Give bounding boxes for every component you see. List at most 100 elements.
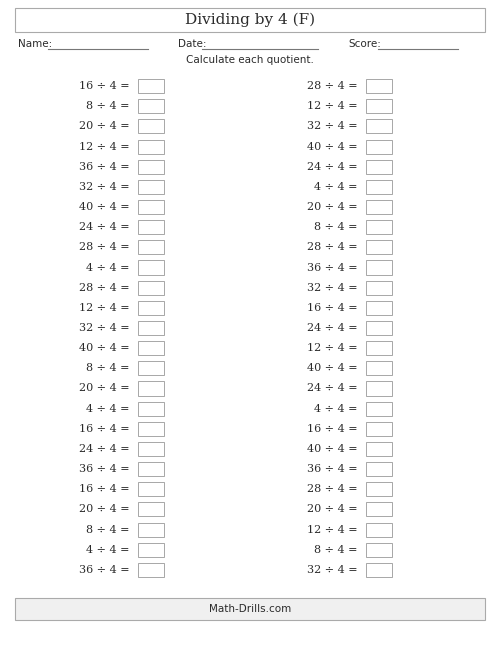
- Text: 28 ÷ 4 =: 28 ÷ 4 =: [308, 81, 358, 91]
- Text: 36 ÷ 4 =: 36 ÷ 4 =: [80, 162, 130, 171]
- Text: 32 ÷ 4 =: 32 ÷ 4 =: [308, 283, 358, 292]
- Text: 40 ÷ 4 =: 40 ÷ 4 =: [80, 202, 130, 212]
- FancyBboxPatch shape: [366, 180, 392, 194]
- Text: Score:: Score:: [348, 39, 381, 49]
- Text: 4 ÷ 4 =: 4 ÷ 4 =: [86, 263, 130, 272]
- FancyBboxPatch shape: [366, 79, 392, 93]
- Text: 8 ÷ 4 =: 8 ÷ 4 =: [314, 545, 358, 554]
- Text: 32 ÷ 4 =: 32 ÷ 4 =: [80, 323, 130, 333]
- FancyBboxPatch shape: [138, 160, 164, 174]
- Text: 36 ÷ 4 =: 36 ÷ 4 =: [308, 464, 358, 474]
- Text: 40 ÷ 4 =: 40 ÷ 4 =: [308, 364, 358, 373]
- Text: Name:: Name:: [18, 39, 52, 49]
- FancyBboxPatch shape: [366, 543, 392, 557]
- FancyBboxPatch shape: [138, 99, 164, 113]
- Text: Calculate each quotient.: Calculate each quotient.: [186, 55, 314, 65]
- Text: 4 ÷ 4 =: 4 ÷ 4 =: [314, 404, 358, 413]
- Text: 8 ÷ 4 =: 8 ÷ 4 =: [314, 222, 358, 232]
- FancyBboxPatch shape: [138, 502, 164, 516]
- Text: 8 ÷ 4 =: 8 ÷ 4 =: [86, 101, 130, 111]
- FancyBboxPatch shape: [366, 261, 392, 274]
- Text: 12 ÷ 4 =: 12 ÷ 4 =: [308, 343, 358, 353]
- Text: 8 ÷ 4 =: 8 ÷ 4 =: [86, 525, 130, 534]
- Text: 12 ÷ 4 =: 12 ÷ 4 =: [308, 525, 358, 534]
- Text: 16 ÷ 4 =: 16 ÷ 4 =: [80, 424, 130, 433]
- FancyBboxPatch shape: [15, 8, 485, 32]
- FancyBboxPatch shape: [366, 502, 392, 516]
- FancyBboxPatch shape: [138, 261, 164, 274]
- Text: 16 ÷ 4 =: 16 ÷ 4 =: [308, 424, 358, 433]
- Text: 20 ÷ 4 =: 20 ÷ 4 =: [80, 505, 130, 514]
- FancyBboxPatch shape: [366, 99, 392, 113]
- FancyBboxPatch shape: [138, 523, 164, 536]
- Text: 20 ÷ 4 =: 20 ÷ 4 =: [80, 384, 130, 393]
- Text: 36 ÷ 4 =: 36 ÷ 4 =: [308, 263, 358, 272]
- Text: 36 ÷ 4 =: 36 ÷ 4 =: [80, 464, 130, 474]
- FancyBboxPatch shape: [138, 341, 164, 355]
- FancyBboxPatch shape: [366, 361, 392, 375]
- Text: Dividing by 4 (F): Dividing by 4 (F): [185, 13, 315, 27]
- Text: Date:: Date:: [178, 39, 206, 49]
- Text: Math-Drills.com: Math-Drills.com: [209, 604, 291, 614]
- FancyBboxPatch shape: [15, 598, 485, 620]
- Text: 40 ÷ 4 =: 40 ÷ 4 =: [308, 142, 358, 151]
- Text: 32 ÷ 4 =: 32 ÷ 4 =: [308, 565, 358, 575]
- FancyBboxPatch shape: [138, 482, 164, 496]
- Text: 28 ÷ 4 =: 28 ÷ 4 =: [80, 283, 130, 292]
- Text: 28 ÷ 4 =: 28 ÷ 4 =: [308, 243, 358, 252]
- FancyBboxPatch shape: [138, 200, 164, 214]
- Text: 24 ÷ 4 =: 24 ÷ 4 =: [308, 384, 358, 393]
- FancyBboxPatch shape: [138, 140, 164, 153]
- FancyBboxPatch shape: [138, 442, 164, 456]
- FancyBboxPatch shape: [366, 119, 392, 133]
- FancyBboxPatch shape: [366, 160, 392, 174]
- Text: 24 ÷ 4 =: 24 ÷ 4 =: [80, 444, 130, 454]
- FancyBboxPatch shape: [138, 422, 164, 436]
- FancyBboxPatch shape: [366, 341, 392, 355]
- FancyBboxPatch shape: [138, 402, 164, 415]
- FancyBboxPatch shape: [366, 301, 392, 315]
- FancyBboxPatch shape: [366, 523, 392, 536]
- FancyBboxPatch shape: [138, 119, 164, 133]
- FancyBboxPatch shape: [138, 301, 164, 315]
- FancyBboxPatch shape: [138, 382, 164, 395]
- FancyBboxPatch shape: [366, 462, 392, 476]
- FancyBboxPatch shape: [138, 180, 164, 194]
- Text: 12 ÷ 4 =: 12 ÷ 4 =: [308, 101, 358, 111]
- Text: 24 ÷ 4 =: 24 ÷ 4 =: [308, 162, 358, 171]
- FancyBboxPatch shape: [366, 220, 392, 234]
- Text: 28 ÷ 4 =: 28 ÷ 4 =: [308, 485, 358, 494]
- Text: 24 ÷ 4 =: 24 ÷ 4 =: [80, 222, 130, 232]
- Text: 16 ÷ 4 =: 16 ÷ 4 =: [308, 303, 358, 313]
- FancyBboxPatch shape: [138, 543, 164, 557]
- FancyBboxPatch shape: [366, 422, 392, 436]
- FancyBboxPatch shape: [138, 361, 164, 375]
- Text: 40 ÷ 4 =: 40 ÷ 4 =: [80, 343, 130, 353]
- FancyBboxPatch shape: [138, 79, 164, 93]
- FancyBboxPatch shape: [366, 402, 392, 415]
- Text: 40 ÷ 4 =: 40 ÷ 4 =: [308, 444, 358, 454]
- FancyBboxPatch shape: [138, 240, 164, 254]
- FancyBboxPatch shape: [366, 563, 392, 577]
- Text: 20 ÷ 4 =: 20 ÷ 4 =: [80, 122, 130, 131]
- FancyBboxPatch shape: [366, 200, 392, 214]
- Text: 8 ÷ 4 =: 8 ÷ 4 =: [86, 364, 130, 373]
- Text: 24 ÷ 4 =: 24 ÷ 4 =: [308, 323, 358, 333]
- FancyBboxPatch shape: [366, 240, 392, 254]
- Text: 4 ÷ 4 =: 4 ÷ 4 =: [86, 545, 130, 554]
- FancyBboxPatch shape: [366, 140, 392, 153]
- FancyBboxPatch shape: [138, 321, 164, 335]
- Text: 16 ÷ 4 =: 16 ÷ 4 =: [80, 485, 130, 494]
- Text: 12 ÷ 4 =: 12 ÷ 4 =: [80, 142, 130, 151]
- FancyBboxPatch shape: [366, 382, 392, 395]
- Text: 32 ÷ 4 =: 32 ÷ 4 =: [80, 182, 130, 192]
- FancyBboxPatch shape: [366, 482, 392, 496]
- FancyBboxPatch shape: [138, 220, 164, 234]
- FancyBboxPatch shape: [138, 563, 164, 577]
- Text: 4 ÷ 4 =: 4 ÷ 4 =: [314, 182, 358, 192]
- FancyBboxPatch shape: [366, 321, 392, 335]
- Text: 20 ÷ 4 =: 20 ÷ 4 =: [308, 505, 358, 514]
- FancyBboxPatch shape: [366, 281, 392, 295]
- Text: 16 ÷ 4 =: 16 ÷ 4 =: [80, 81, 130, 91]
- FancyBboxPatch shape: [366, 442, 392, 456]
